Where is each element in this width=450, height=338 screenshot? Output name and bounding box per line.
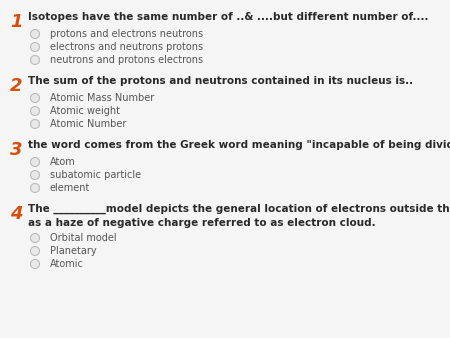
Text: as a haze of negative charge referred to as electron cloud.: as a haze of negative charge referred to…	[28, 218, 376, 228]
Circle shape	[31, 234, 40, 242]
Text: Isotopes have the same number of ..& ....but different number of....: Isotopes have the same number of ..& ...…	[28, 12, 428, 22]
Circle shape	[31, 94, 40, 102]
Text: Planetary: Planetary	[50, 246, 97, 256]
Text: The __________model depicts the general location of electrons outside the nucleu: The __________model depicts the general …	[28, 204, 450, 214]
Text: 1: 1	[10, 13, 22, 31]
Circle shape	[31, 158, 40, 167]
Circle shape	[31, 246, 40, 256]
Text: Atomic weight: Atomic weight	[50, 106, 120, 116]
Circle shape	[31, 260, 40, 268]
Circle shape	[31, 106, 40, 116]
Text: the word comes from the Greek word meaning "incapable of being divided": the word comes from the Greek word meani…	[28, 140, 450, 150]
Text: 3: 3	[10, 141, 22, 159]
Circle shape	[31, 55, 40, 65]
Text: subatomic particle: subatomic particle	[50, 170, 141, 180]
Text: Atomic Number: Atomic Number	[50, 119, 126, 129]
Circle shape	[31, 120, 40, 128]
Text: electrons and neutrons protons: electrons and neutrons protons	[50, 42, 203, 52]
Text: Atom: Atom	[50, 157, 76, 167]
Circle shape	[31, 170, 40, 179]
Text: Atomic: Atomic	[50, 259, 84, 269]
Text: Orbital model: Orbital model	[50, 233, 117, 243]
Circle shape	[31, 29, 40, 39]
Circle shape	[31, 184, 40, 193]
Text: element: element	[50, 183, 90, 193]
Circle shape	[31, 43, 40, 51]
Text: protons and electrons neutrons: protons and electrons neutrons	[50, 29, 203, 39]
Text: 2: 2	[10, 77, 22, 95]
Text: The sum of the protons and neutrons contained in its nucleus is..: The sum of the protons and neutrons cont…	[28, 76, 413, 86]
Text: 4: 4	[10, 205, 22, 223]
Text: Atomic Mass Number: Atomic Mass Number	[50, 93, 154, 103]
Text: neutrons and protons electrons: neutrons and protons electrons	[50, 55, 203, 65]
